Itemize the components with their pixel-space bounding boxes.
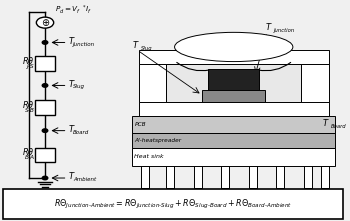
Bar [132, 148, 335, 166]
Text: B-A: B-A [25, 155, 34, 160]
Bar [132, 116, 335, 133]
Bar [139, 102, 329, 116]
Ellipse shape [175, 32, 293, 62]
Bar [35, 148, 55, 162]
Bar [194, 166, 202, 188]
Bar [139, 64, 166, 102]
Bar [132, 133, 335, 148]
Bar [202, 90, 265, 102]
Text: S-B: S-B [25, 108, 34, 113]
Bar [35, 56, 55, 70]
Bar [139, 50, 329, 64]
Text: Rθ: Rθ [23, 101, 34, 110]
Bar [166, 64, 301, 102]
Text: Rθ: Rθ [23, 148, 34, 157]
Bar [321, 166, 329, 188]
Text: Junction: Junction [274, 28, 295, 33]
Text: Rθ: Rθ [23, 57, 34, 66]
Text: PCB: PCB [134, 122, 146, 127]
Text: T: T [69, 80, 74, 89]
Bar [208, 69, 259, 90]
Bar [35, 100, 55, 115]
Text: Slug: Slug [73, 84, 85, 90]
Text: Board: Board [73, 130, 89, 135]
Text: ⊕: ⊕ [41, 18, 49, 28]
Bar [141, 166, 149, 188]
Circle shape [36, 17, 54, 28]
Text: Junction: Junction [73, 42, 95, 46]
Circle shape [42, 84, 48, 87]
Text: T: T [69, 37, 74, 46]
Bar [166, 166, 174, 188]
Circle shape [42, 129, 48, 132]
Bar [301, 64, 329, 102]
Text: T: T [69, 172, 74, 181]
Text: $R\Theta_{Junction\text{-}Ambient} = R\Theta_{Junction\text{-}Slug} + R\Theta_{S: $R\Theta_{Junction\text{-}Ambient} = R\T… [54, 198, 292, 211]
Circle shape [42, 176, 48, 180]
Text: J-S: J-S [27, 64, 34, 69]
Bar [304, 166, 312, 188]
Text: Slug: Slug [141, 46, 153, 51]
Text: $P_d = V_f\ ^*I_f$: $P_d = V_f\ ^*I_f$ [55, 4, 93, 16]
Circle shape [42, 41, 48, 44]
Bar [249, 166, 257, 188]
Text: Heat sink: Heat sink [134, 154, 164, 159]
FancyBboxPatch shape [4, 189, 343, 219]
Text: Ambient: Ambient [73, 177, 96, 182]
Text: T: T [265, 23, 271, 32]
Bar [276, 166, 284, 188]
Text: T: T [322, 119, 328, 128]
Text: Al-heatspreader: Al-heatspreader [134, 138, 182, 143]
Text: Board: Board [331, 124, 347, 129]
Bar [221, 166, 229, 188]
Text: T: T [132, 41, 138, 50]
Text: T: T [69, 125, 74, 134]
